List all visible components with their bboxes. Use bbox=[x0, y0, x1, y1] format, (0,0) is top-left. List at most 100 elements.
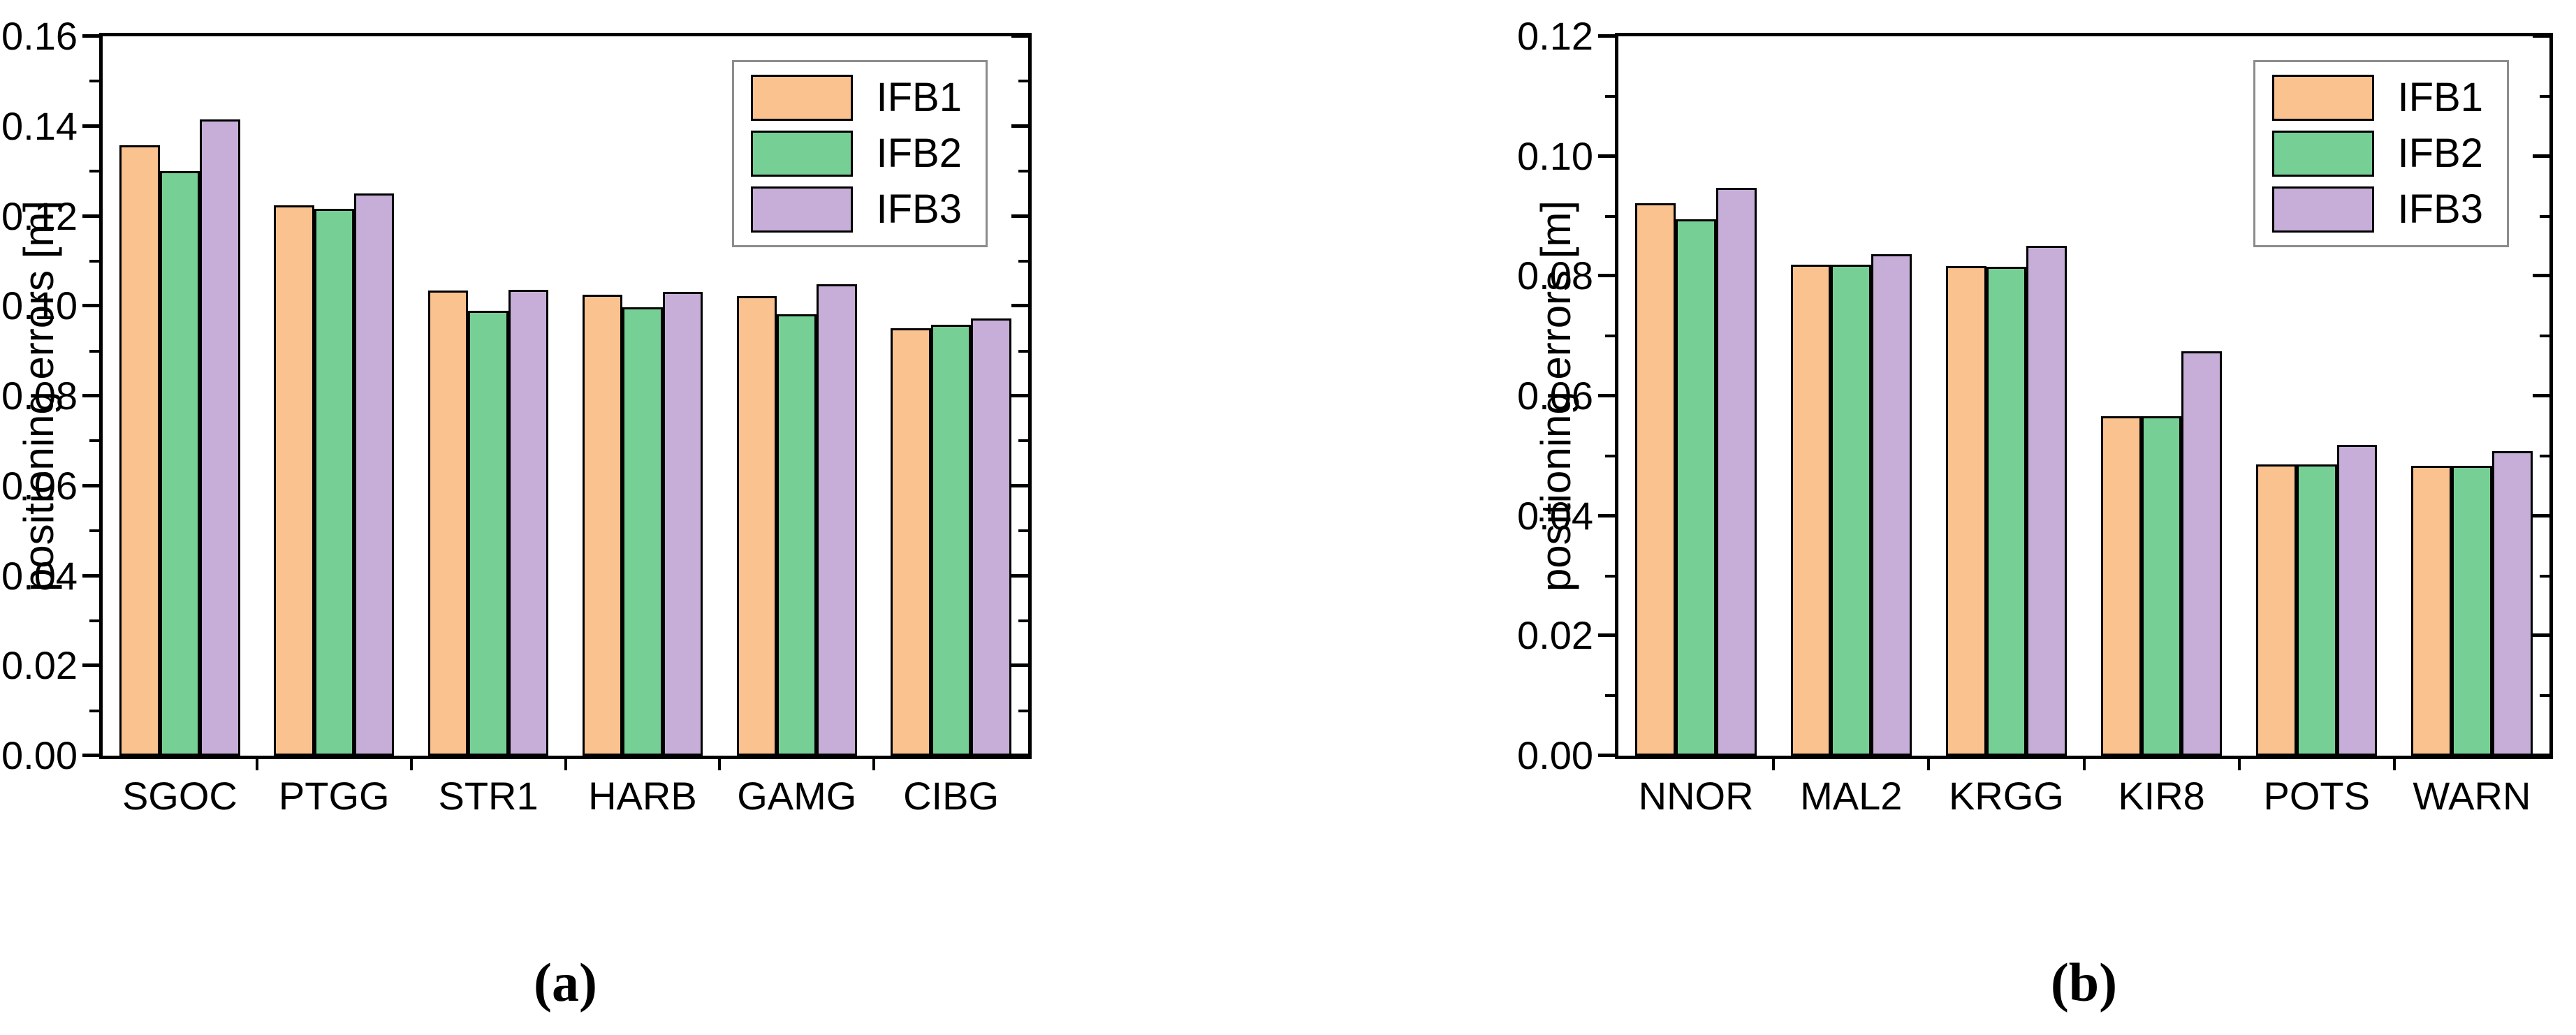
y-axis-major-tick bbox=[82, 573, 99, 578]
x-category-label: CIBG bbox=[903, 774, 1000, 818]
y-axis-major-tick-right bbox=[1011, 483, 1028, 487]
y-axis-minor-tick-right bbox=[2540, 214, 2549, 218]
y-axis-minor-tick-right bbox=[1018, 529, 1028, 533]
legend-label-ifb2: IFB2 bbox=[2397, 131, 2484, 176]
bar-ifb1-gamg bbox=[736, 296, 777, 756]
y-axis-minor-tick bbox=[89, 619, 99, 622]
y-axis-minor-tick-right bbox=[1018, 619, 1028, 622]
y-axis-minor-tick bbox=[1605, 335, 1615, 338]
y-axis-minor-tick-right bbox=[2540, 694, 2549, 698]
bar-ifb3-nnor bbox=[1715, 188, 1757, 756]
y-axis-major-tick-right bbox=[1011, 214, 1028, 218]
y-tick-label: 0.02 bbox=[1517, 613, 1593, 658]
legend-label-ifb2: IFB2 bbox=[876, 131, 963, 176]
y-axis-major-tick-right bbox=[2533, 154, 2549, 158]
bar-ifb1-sgoc bbox=[119, 145, 160, 756]
y-axis-minor-tick-right bbox=[1018, 170, 1028, 173]
bar-ifb2-warn bbox=[2452, 465, 2492, 756]
y-tick-label: 0.10 bbox=[1, 284, 78, 328]
bar-ifb3-krgg bbox=[2026, 246, 2068, 756]
legend-b: IFB1 IFB2 IFB3 bbox=[2253, 60, 2509, 247]
y-tick-label: 0.04 bbox=[1, 553, 78, 598]
legend-item-ifb3: IFB3 bbox=[750, 186, 963, 233]
y-axis-major-tick-right bbox=[1011, 304, 1028, 308]
y-axis-minor-tick-right bbox=[2540, 335, 2549, 338]
legend-swatch-ifb3 bbox=[2271, 186, 2374, 233]
y-axis-minor-tick bbox=[89, 709, 99, 712]
x-axis-tick bbox=[2082, 759, 2086, 770]
legend-label-ifb3: IFB3 bbox=[876, 186, 963, 232]
x-axis-tick bbox=[1772, 759, 1776, 770]
y-axis-major-tick bbox=[1598, 513, 1615, 518]
y-axis-minor-tick bbox=[89, 349, 99, 353]
bar-ifb1-ptgg bbox=[274, 205, 314, 756]
y-axis-major-tick-right bbox=[1011, 573, 1028, 578]
x-axis-tick bbox=[409, 759, 413, 770]
y-axis-major-tick-right bbox=[1011, 34, 1028, 38]
bar-ifb1-krgg bbox=[1945, 265, 1986, 756]
bar-ifb1-cibg bbox=[891, 328, 931, 756]
y-axis-major-tick bbox=[82, 214, 99, 218]
bar-ifb2-mal2 bbox=[1831, 265, 1872, 756]
y-tick-label: 0.12 bbox=[1, 193, 78, 238]
y-tick-label: 0.02 bbox=[1, 643, 78, 688]
y-tick-label: 0.06 bbox=[1517, 374, 1593, 418]
y-tick-label: 0.00 bbox=[1, 733, 78, 777]
legend-label-ifb3: IFB3 bbox=[2397, 186, 2484, 232]
bar-ifb3-mal2 bbox=[1871, 254, 1912, 756]
y-axis-major-tick bbox=[82, 34, 99, 38]
y-axis-major-tick bbox=[1598, 633, 1615, 638]
y-axis-minor-tick bbox=[1605, 454, 1615, 457]
bar-ifb3-sgoc bbox=[200, 119, 240, 756]
x-category-label: SGOC bbox=[122, 774, 237, 818]
legend-item-ifb1: IFB1 bbox=[750, 75, 962, 121]
legend-swatch-ifb2 bbox=[750, 131, 853, 177]
x-axis-tick bbox=[2237, 759, 2241, 770]
x-axis-tick bbox=[718, 759, 722, 770]
x-axis-tick bbox=[872, 759, 876, 770]
y-axis-major-tick-right bbox=[2533, 394, 2549, 397]
x-axis-tick bbox=[1927, 759, 1931, 770]
caption-b: (b) bbox=[2050, 952, 2118, 1013]
bar-ifb3-gamg bbox=[817, 284, 857, 756]
y-axis-major-tick-right bbox=[2533, 754, 2549, 757]
y-tick-label: 0.16 bbox=[1, 14, 78, 58]
bar-ifb2-harb bbox=[622, 307, 663, 756]
y-axis-major-tick-right bbox=[2533, 633, 2549, 638]
bar-ifb1-str1 bbox=[427, 290, 469, 756]
bar-ifb2-gamg bbox=[777, 314, 817, 756]
bar-ifb3-kir8 bbox=[2181, 351, 2223, 756]
bar-ifb2-ptgg bbox=[314, 209, 354, 756]
x-axis-tick bbox=[2392, 759, 2396, 770]
y-axis-minor-tick bbox=[89, 170, 99, 173]
x-category-label: PTGG bbox=[278, 774, 390, 818]
y-axis-minor-tick-right bbox=[1018, 80, 1028, 83]
y-axis-minor-tick bbox=[89, 529, 99, 533]
legend-item-ifb1: IFB1 bbox=[2271, 75, 2483, 121]
y-axis-minor-tick bbox=[89, 439, 99, 443]
x-category-label: WARN bbox=[2413, 774, 2531, 818]
x-axis-tick bbox=[255, 759, 258, 770]
bar-ifb3-str1 bbox=[508, 290, 549, 756]
y-axis-minor-tick bbox=[1605, 94, 1615, 98]
x-category-label: HARB bbox=[588, 774, 697, 818]
legend-item-ifb2: IFB2 bbox=[750, 131, 963, 177]
x-axis-tick bbox=[564, 759, 567, 770]
y-tick-label: 0.08 bbox=[1517, 254, 1593, 298]
legend-swatch-ifb2 bbox=[2271, 131, 2374, 177]
y-axis-major-tick-right bbox=[1011, 124, 1028, 128]
x-category-label: NNOR bbox=[1638, 774, 1754, 818]
y-axis-major-tick bbox=[1598, 394, 1615, 397]
x-category-label: KIR8 bbox=[2118, 774, 2205, 818]
bar-ifb1-kir8 bbox=[2100, 416, 2142, 756]
legend-swatch-ifb3 bbox=[750, 186, 853, 233]
bar-ifb2-str1 bbox=[468, 310, 508, 756]
caption-a: (a) bbox=[534, 952, 597, 1013]
y-axis-minor-tick bbox=[1605, 694, 1615, 698]
y-axis-minor-tick bbox=[1605, 574, 1615, 578]
x-category-label: GAMG bbox=[737, 774, 857, 818]
x-category-label: MAL2 bbox=[1800, 774, 1903, 818]
legend-a: IFB1 IFB2 IFB3 bbox=[731, 60, 988, 247]
y-axis-major-tick bbox=[82, 124, 99, 128]
legend-swatch-ifb1 bbox=[2271, 75, 2374, 121]
